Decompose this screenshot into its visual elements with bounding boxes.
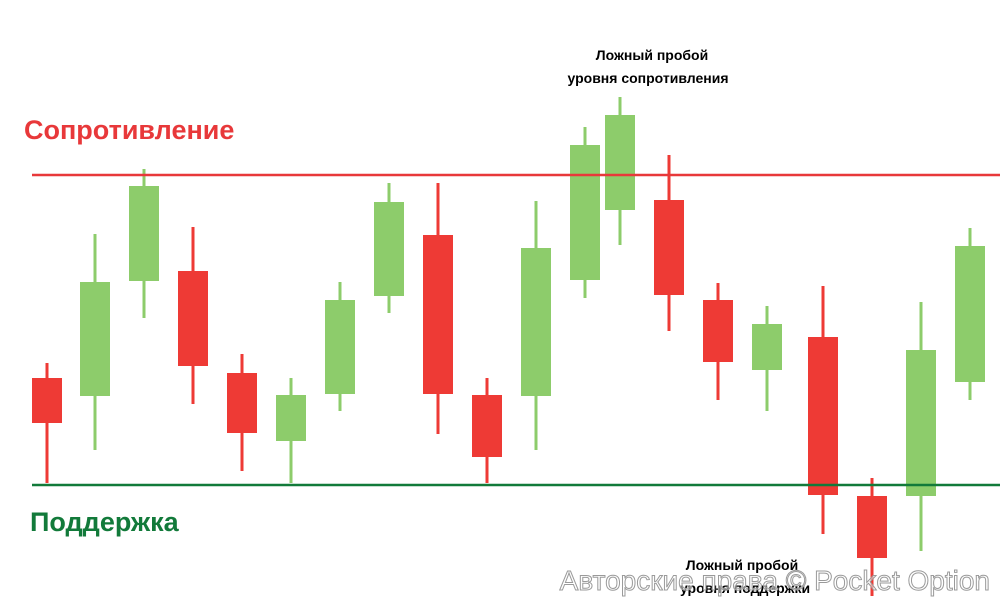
candle-body bbox=[374, 202, 404, 296]
annotation-line: уровня сопротивления bbox=[568, 70, 729, 86]
candle-body bbox=[570, 145, 600, 280]
support-label: Поддержка bbox=[30, 507, 180, 537]
candle-body bbox=[80, 282, 110, 396]
candle-body bbox=[32, 378, 62, 423]
candle-body bbox=[423, 235, 453, 394]
candle-body bbox=[654, 200, 684, 295]
candle-body bbox=[178, 271, 208, 366]
candle-body bbox=[521, 248, 551, 396]
candle-body bbox=[808, 337, 838, 495]
candle-body bbox=[129, 186, 159, 281]
resistance-label: Сопротивление bbox=[24, 115, 234, 145]
candle-body bbox=[276, 395, 306, 441]
candle-body bbox=[472, 395, 502, 457]
candle-body bbox=[227, 373, 257, 433]
annotation-line: Ложный пробой bbox=[686, 557, 798, 573]
annotation-line: Ложный пробой bbox=[596, 47, 708, 63]
candle-body bbox=[703, 300, 733, 362]
watermark: Авторские права © Pocket Option bbox=[560, 565, 990, 596]
candle-body bbox=[906, 350, 936, 496]
annotation-line: уровня поддержки bbox=[680, 580, 810, 596]
candle-body bbox=[955, 246, 985, 382]
candles bbox=[32, 97, 985, 596]
candle-body bbox=[605, 115, 635, 210]
candle-body bbox=[325, 300, 355, 394]
candle-body bbox=[752, 324, 782, 370]
candle-body bbox=[857, 496, 887, 558]
